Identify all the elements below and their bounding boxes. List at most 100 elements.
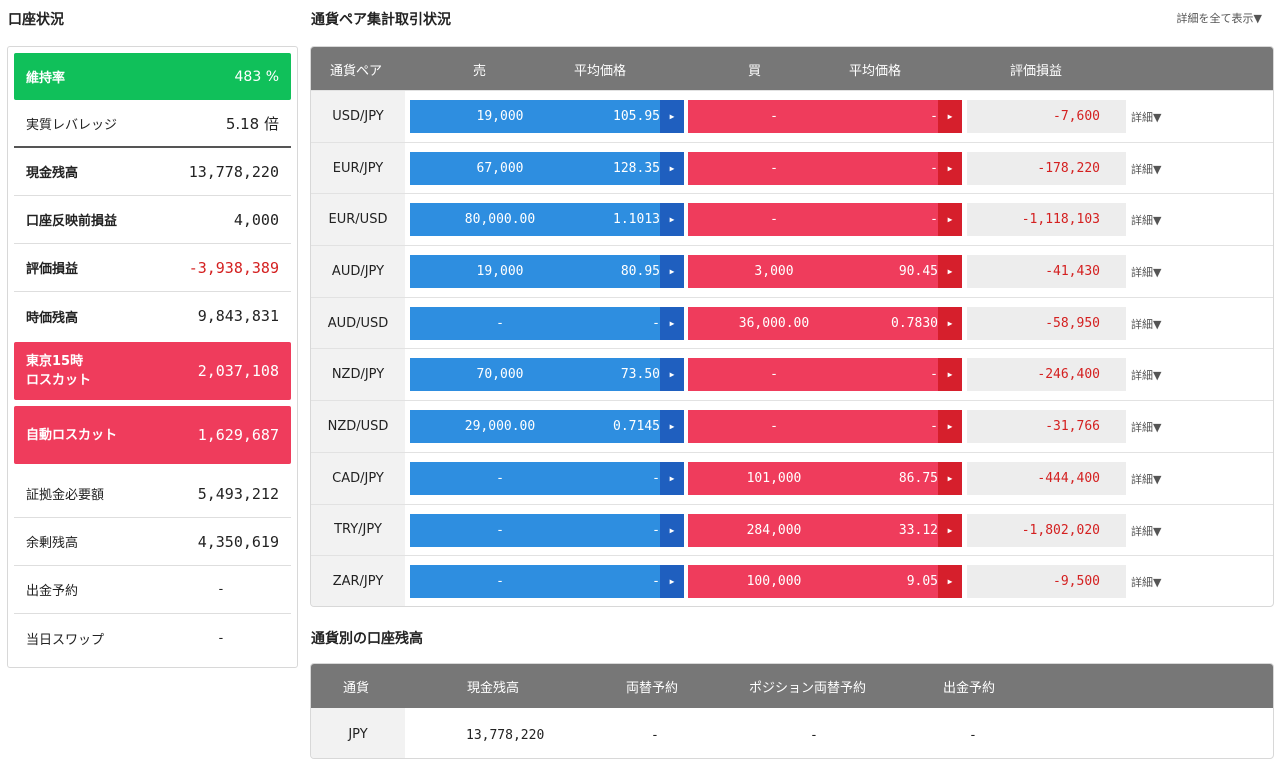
sell-position-bar[interactable]: - - ▶	[410, 513, 684, 547]
valuation-pl-value: -3,938,389	[188, 258, 279, 277]
buy-average-price: 9.05	[906, 574, 938, 590]
pair-name: NZD/USD	[311, 401, 405, 452]
sell-expand-arrow-icon[interactable]: ▶	[660, 565, 684, 599]
detail-toggle-link[interactable]: 詳細▼	[1131, 369, 1162, 383]
buy-expand-arrow-icon[interactable]: ▶	[938, 513, 962, 547]
sell-expand-arrow-icon[interactable]: ▶	[660, 410, 684, 444]
sell-expand-arrow-icon[interactable]: ▶	[660, 151, 684, 185]
sell-average-price: 0.7145	[613, 419, 660, 435]
balance-position-exchange: -	[810, 728, 818, 743]
header-cash: 現金残高	[467, 681, 520, 696]
buy-position-bar[interactable]: 101,000 86.75 ▶	[688, 461, 962, 495]
sell-expand-arrow-icon[interactable]: ▶	[660, 461, 684, 495]
margin-ratio-value: 483 %	[234, 68, 279, 85]
detail-toggle-link[interactable]: 詳細▼	[1131, 317, 1162, 331]
margin-ratio-label: 維持率	[26, 71, 66, 86]
sell-expand-arrow-icon[interactable]: ▶	[660, 513, 684, 547]
sell-average-price: -	[652, 315, 660, 331]
sell-quantity: 19,000	[476, 109, 524, 124]
header-withdraw: 出金予約	[943, 681, 996, 696]
market-balance-value: 9,843,831	[197, 307, 279, 325]
pair-row: USD/JPY 19,000 105.95 ▶ - - ▶ -7,600 詳細▼	[311, 90, 1273, 142]
buy-expand-arrow-icon[interactable]: ▶	[938, 203, 962, 237]
buy-quantity: 101,000	[746, 470, 802, 486]
pair-row: TRY/JPY - - ▶ 284,000 33.12 ▶ -1,802,020 詳細▼	[311, 503, 1273, 556]
sell-expand-arrow-icon[interactable]: ▶	[660, 306, 684, 340]
sell-position-bar[interactable]: 19,000 105.95 ▶	[410, 100, 684, 133]
unrealized-pl-before-label: 口座反映前損益	[26, 214, 118, 229]
buy-quantity: -	[770, 109, 778, 124]
sell-expand-arrow-icon[interactable]: ▶	[660, 358, 684, 392]
account-status-title: 口座状況	[8, 12, 64, 28]
valuation-pl: -41,430	[967, 255, 1126, 289]
pair-row: NZD/JPY 70,000 73.50 ▶ - - ▶ -246,400 詳細▼	[311, 348, 1273, 401]
buy-average-price: -	[930, 419, 938, 435]
pair-name: EUR/USD	[311, 194, 405, 246]
pair-name: CAD/JPY	[311, 452, 405, 504]
sell-position-bar[interactable]: - - ▶	[410, 565, 684, 599]
header-exchange: 両替予約	[626, 681, 679, 696]
header-position-exchange: ポジション両替予約	[749, 681, 867, 696]
detail-toggle-link[interactable]: 詳細▼	[1131, 162, 1162, 176]
daily-swap-value: -	[217, 630, 225, 646]
sell-expand-arrow-icon[interactable]: ▶	[660, 100, 684, 133]
balance-row-jpy: JPY 13,778,220 - - -	[311, 708, 1273, 758]
sell-position-bar[interactable]: 70,000 73.50 ▶	[410, 358, 684, 392]
buy-average-price: -	[930, 367, 938, 383]
buy-position-bar[interactable]: 3,000 90.45 ▶	[688, 255, 962, 289]
detail-toggle-link[interactable]: 詳細▼	[1131, 421, 1162, 435]
buy-expand-arrow-icon[interactable]: ▶	[938, 255, 962, 289]
buy-expand-arrow-icon[interactable]: ▶	[938, 151, 962, 185]
sell-position-bar[interactable]: 67,000 128.35 ▶	[410, 151, 684, 185]
buy-position-bar[interactable]: - - ▶	[688, 203, 962, 237]
buy-position-bar[interactable]: - - ▶	[688, 358, 962, 392]
buy-expand-arrow-icon[interactable]: ▶	[938, 306, 962, 340]
required-margin-label: 証拠金必要額	[26, 488, 105, 503]
tokyo-losscut-label: 東京15時 ロスカット	[26, 354, 92, 388]
sell-expand-arrow-icon[interactable]: ▶	[660, 255, 684, 289]
valuation-pl: -246,400	[967, 358, 1126, 392]
detail-toggle-link[interactable]: 詳細▼	[1131, 266, 1162, 280]
detail-toggle-link[interactable]: 詳細▼	[1131, 214, 1162, 228]
valuation-pl: -1,802,020	[967, 513, 1126, 547]
buy-position-bar[interactable]: - - ▶	[688, 151, 962, 185]
buy-expand-arrow-icon[interactable]: ▶	[938, 100, 962, 133]
valuation-pl: -178,220	[967, 151, 1126, 185]
buy-average-price: -	[930, 109, 938, 124]
pair-row: EUR/USD 80,000.00 1.1013 ▶ - - ▶ -1,118,103 詳細▼	[311, 193, 1273, 246]
buy-quantity: 36,000.00	[738, 315, 810, 331]
detail-toggle-link[interactable]: 詳細▼	[1131, 524, 1162, 538]
detail-toggle-link[interactable]: 詳細▼	[1131, 472, 1162, 486]
header-buy: 買	[748, 64, 762, 79]
buy-position-bar[interactable]: 36,000.00 0.7830 ▶	[688, 306, 962, 340]
buy-average-price: -	[930, 160, 938, 176]
buy-average-price: 33.12	[898, 522, 938, 538]
detail-toggle-link[interactable]: 詳細▼	[1131, 111, 1162, 124]
balance-table-header: 通貨 現金残高 両替予約 ポジション両替予約 出金予約	[311, 664, 1273, 708]
header-pair: 通貨ペア	[330, 64, 383, 79]
auto-losscut-value: 1,629,687	[197, 426, 279, 444]
sell-position-bar[interactable]: - - ▶	[410, 306, 684, 340]
sell-average-price: 128.35	[613, 160, 660, 176]
detail-toggle-link[interactable]: 詳細▼	[1131, 576, 1162, 590]
sell-expand-arrow-icon[interactable]: ▶	[660, 203, 684, 237]
buy-position-bar[interactable]: - - ▶	[688, 410, 962, 444]
required-margin-row: 証拠金必要額 5,493,212	[14, 470, 291, 518]
sell-position-bar[interactable]: 19,000 80.95 ▶	[410, 255, 684, 289]
header-pl: 評価損益	[1010, 64, 1063, 79]
buy-expand-arrow-icon[interactable]: ▶	[938, 410, 962, 444]
sell-position-bar[interactable]: 80,000.00 1.1013 ▶	[410, 203, 684, 237]
buy-expand-arrow-icon[interactable]: ▶	[938, 565, 962, 599]
pair-row: CAD/JPY - - ▶ 101,000 86.75 ▶ -444,400 詳細▼	[311, 451, 1273, 504]
show-all-details-link[interactable]: 詳細を全て表示▼	[1176, 12, 1262, 25]
buy-position-bar[interactable]: - - ▶	[688, 100, 962, 133]
buy-average-price: -	[930, 212, 938, 228]
buy-expand-arrow-icon[interactable]: ▶	[938, 358, 962, 392]
surplus-balance-value: 4,350,619	[197, 532, 279, 551]
sell-position-bar[interactable]: 29,000.00 0.7145 ▶	[410, 410, 684, 444]
buy-expand-arrow-icon[interactable]: ▶	[938, 461, 962, 495]
sell-position-bar[interactable]: - - ▶	[410, 461, 684, 495]
buy-position-bar[interactable]: 100,000 9.05 ▶	[688, 565, 962, 599]
sell-quantity: -	[496, 315, 504, 331]
buy-position-bar[interactable]: 284,000 33.12 ▶	[688, 513, 962, 547]
